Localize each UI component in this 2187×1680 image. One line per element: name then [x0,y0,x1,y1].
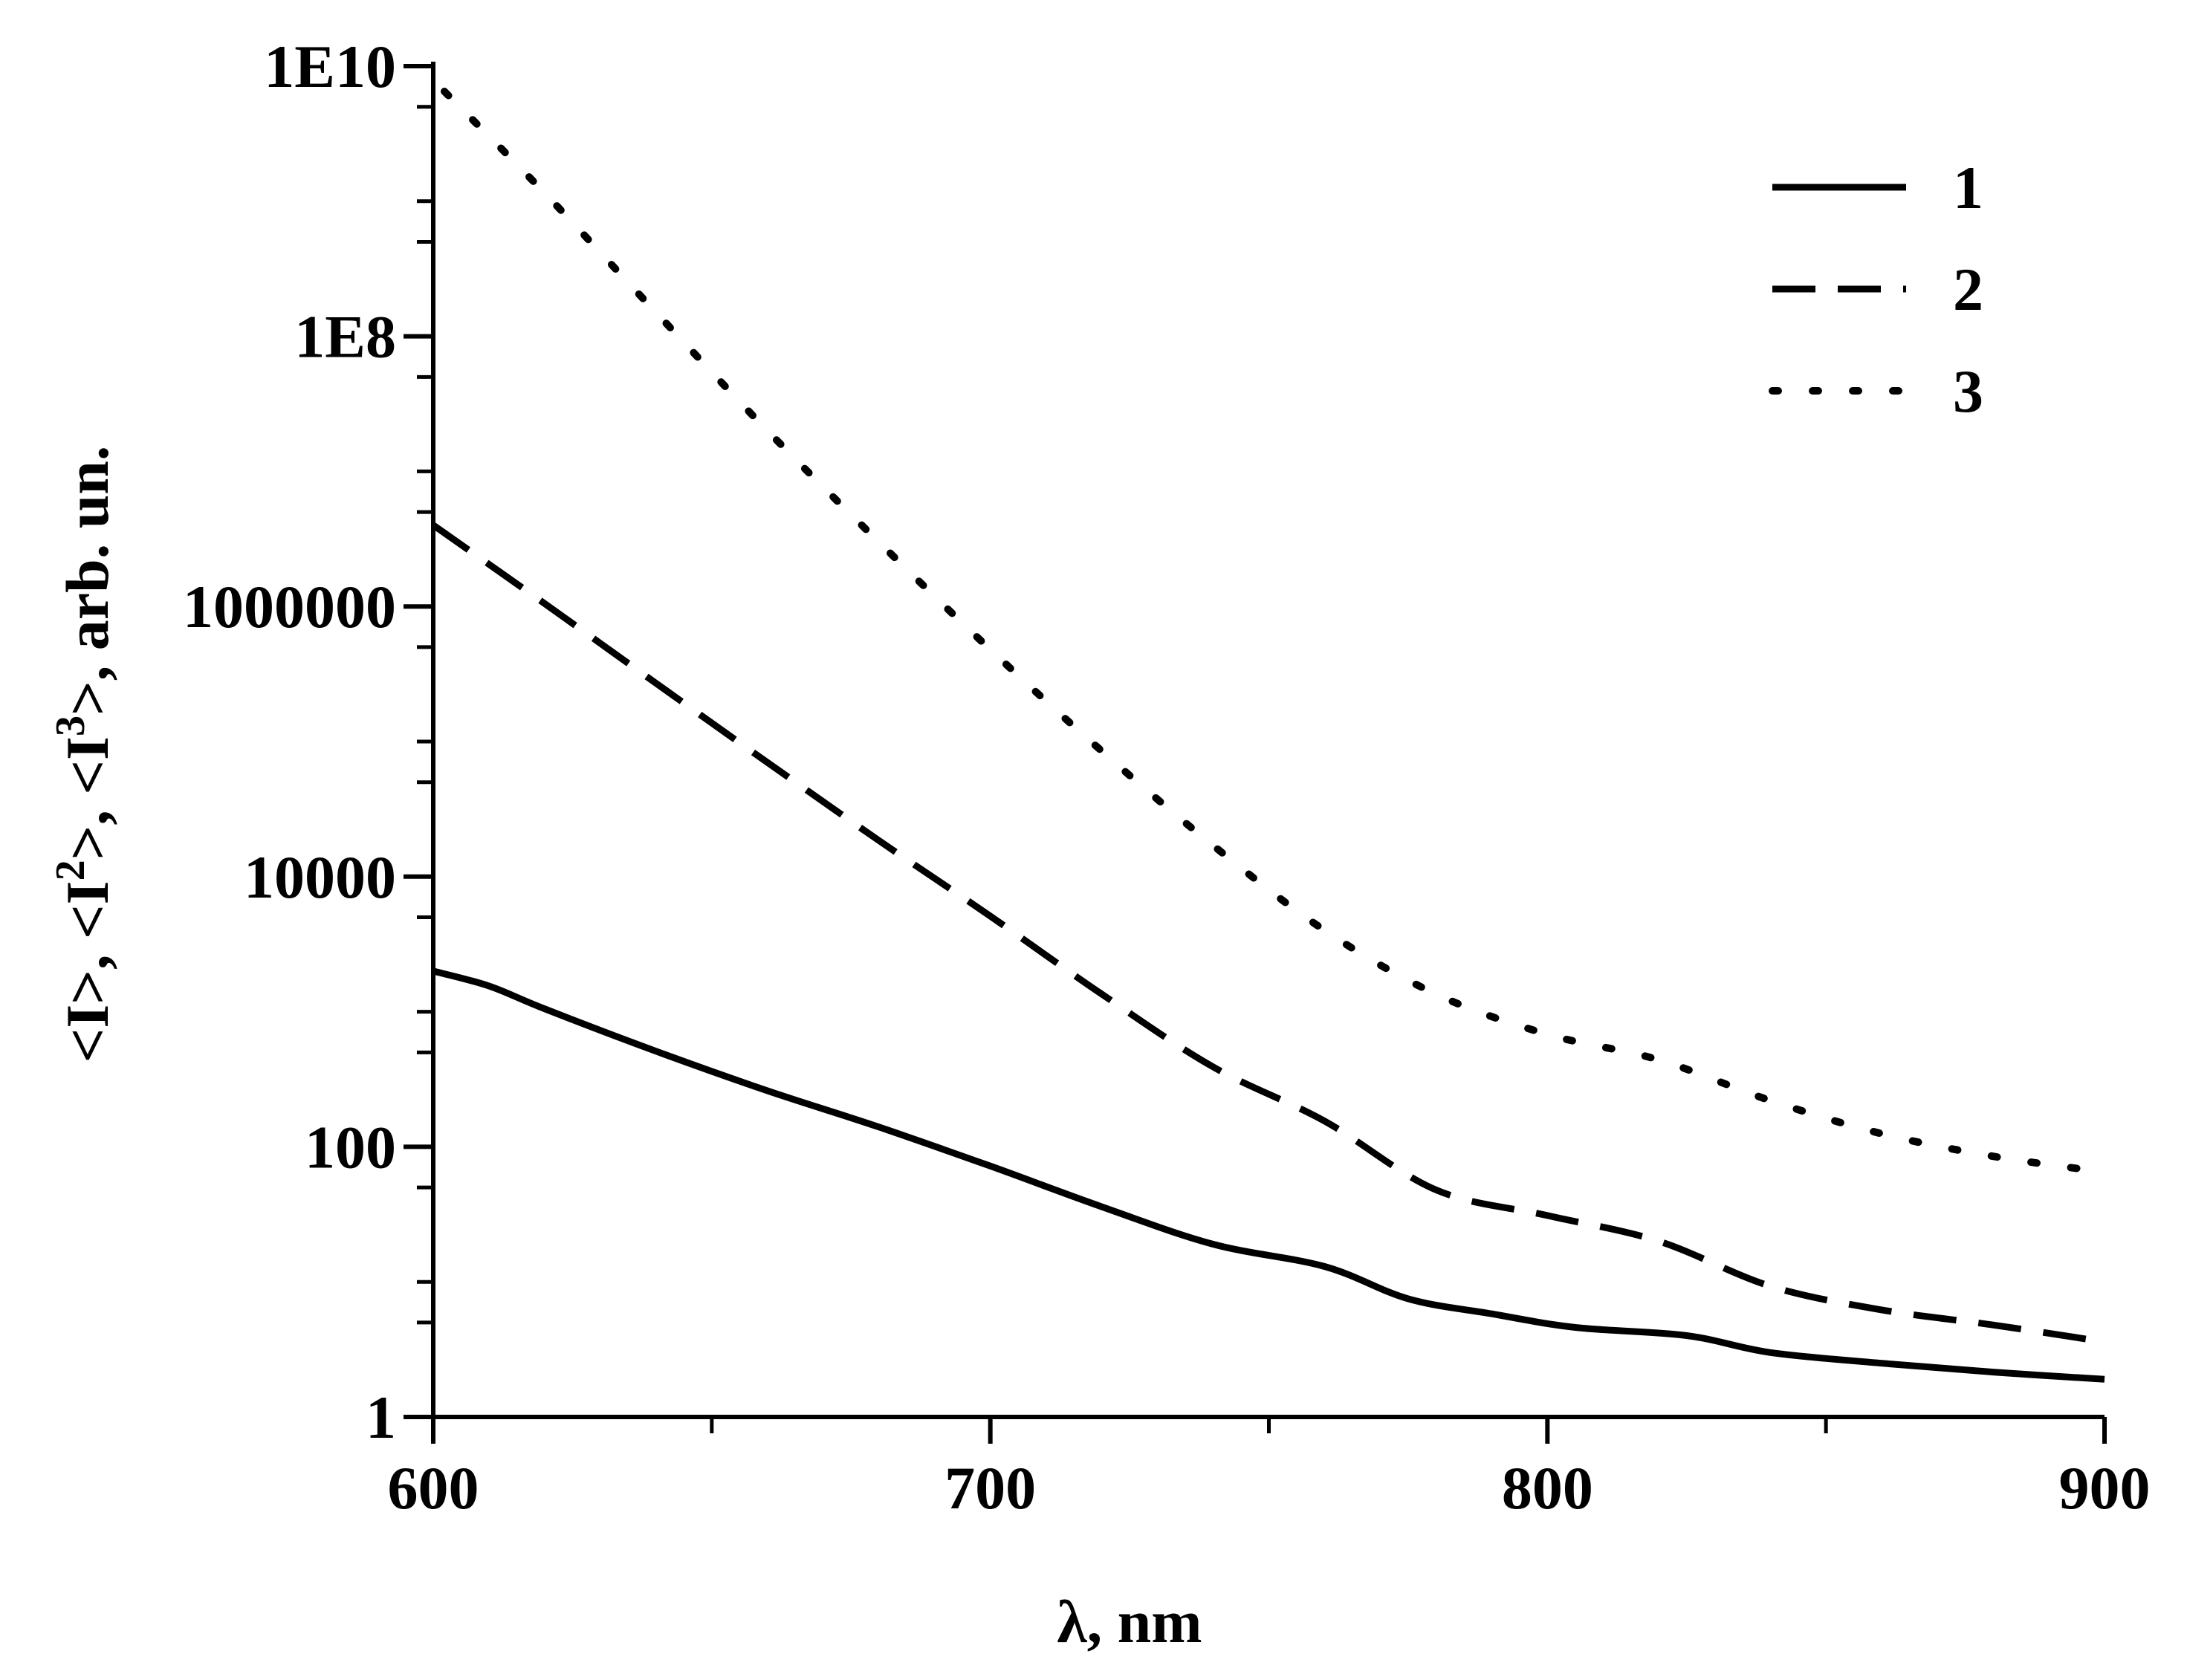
x-axis-title: λ, nm [1057,1588,1202,1655]
y-title-sup-2: 2 [48,860,94,880]
y-title-sup-3: 3 [48,716,94,736]
y-title-part-3: >, arb. un. [54,446,121,716]
y-tick-label: 10000 [244,843,396,911]
ticks [404,64,2107,1444]
y-tick-label: 1E10 [264,33,396,100]
y-tick-label: 1E8 [294,303,396,371]
x-tick-label: 900 [2059,1454,2151,1522]
y-axis-title: <I>, <I2>, <I3>, arb. un. [48,446,121,1063]
data-curves [431,88,2108,1383]
y-tick-label: 100 [305,1113,396,1181]
x-tick-label: 800 [1502,1454,1593,1522]
tick-labels: 600 700 800 900 1 100 10000 1000000 1E8 1E10 [183,33,2151,1522]
legend: 1 2 3 [1769,154,1983,425]
x-tick-label: 600 [388,1454,479,1522]
legend-label-2: 2 [1953,256,1983,323]
legend-label-3: 3 [1953,357,1983,425]
y-title-part-1: <I>, <I [54,880,121,1063]
y-title-part-2: >, <I [54,736,121,860]
y-tick-label: 1000000 [183,573,396,640]
series-3-line [441,88,2108,1176]
x-tick-label: 700 [945,1454,1036,1522]
y-tick-label: 1 [366,1384,396,1451]
series-2-line [431,522,2105,1346]
series-1-line [432,967,2105,1383]
axes [431,62,2105,1419]
legend-label-1: 1 [1953,154,1983,221]
